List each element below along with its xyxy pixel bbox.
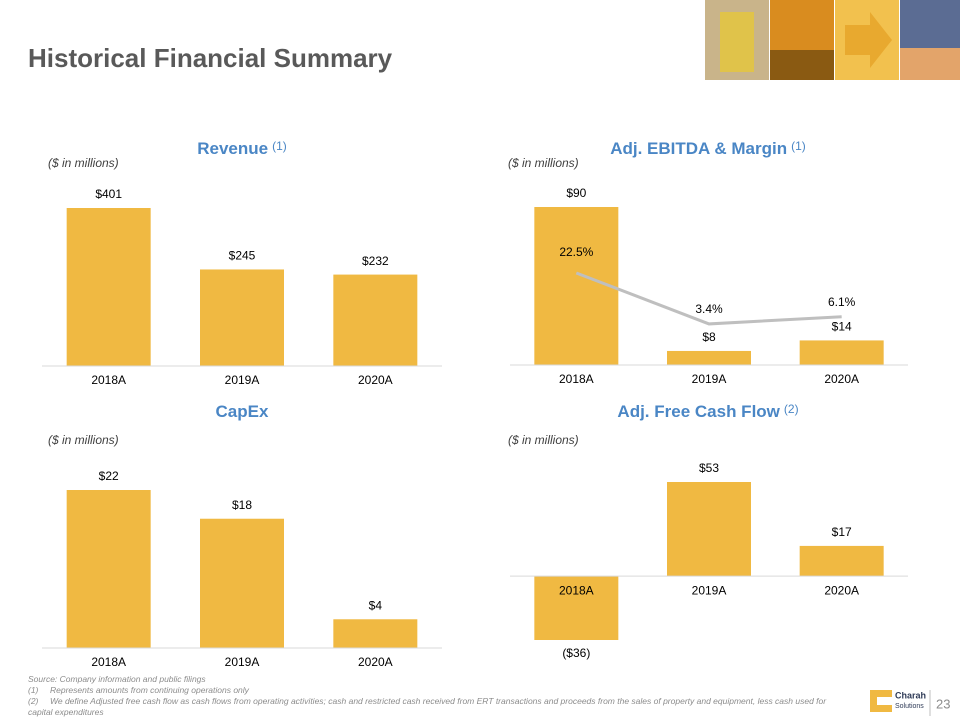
- data-label: $8: [702, 330, 716, 344]
- x-tick-label: 2020A: [824, 583, 859, 597]
- data-label: $232: [362, 254, 389, 268]
- chart-subtitle: ($ in millions): [508, 156, 579, 170]
- bar: [667, 482, 751, 577]
- chart-title-text: Adj. Free Cash Flow: [617, 402, 780, 421]
- x-tick-label: 2018A: [559, 372, 594, 386]
- chart-title-text: Revenue: [197, 139, 268, 158]
- bar: [66, 490, 151, 648]
- bar: [667, 350, 751, 365]
- x-tick-label: 2018A: [91, 373, 126, 387]
- footnote-source: Source: Company information and public f…: [28, 674, 206, 684]
- chart-title: CapEx: [216, 402, 269, 421]
- line: [575, 271, 842, 326]
- data-label: 6.1%: [828, 295, 856, 309]
- data-label: $245: [229, 249, 256, 263]
- x-tick-label: 2018A: [559, 583, 594, 597]
- bar: [333, 274, 418, 366]
- header-photo-detail: [770, 50, 834, 80]
- header-photo-detail: [720, 12, 754, 72]
- x-tick-label: 2019A: [225, 373, 260, 387]
- data-label: $17: [832, 525, 852, 539]
- logo-tagline: Solutions: [895, 703, 924, 710]
- chart-title-text: CapEx: [216, 402, 269, 421]
- logo-name: Charah: [895, 690, 926, 700]
- data-label: $18: [232, 498, 252, 512]
- chart-title: Adj. Free Cash Flow (2): [617, 402, 798, 421]
- chart-title-note: (1): [272, 139, 287, 153]
- chart-subtitle: ($ in millions): [508, 433, 579, 447]
- data-label: $401: [95, 187, 122, 201]
- footnote: (1) Represents amounts from continuing op…: [28, 685, 838, 696]
- x-tick-label: 2020A: [824, 372, 859, 386]
- x-tick-label: 2019A: [225, 655, 260, 669]
- x-tick-label: 2018A: [91, 655, 126, 669]
- bar: [200, 518, 284, 648]
- x-tick-label: 2019A: [692, 372, 727, 386]
- bar: [534, 576, 619, 640]
- data-label: $14: [832, 320, 852, 334]
- footnote-marker: (1): [28, 685, 39, 695]
- header-photo-detail: [900, 48, 960, 80]
- bar: [534, 207, 619, 365]
- footnote-text: We define Adjusted free cash flow as cas…: [28, 696, 827, 717]
- data-label: $22: [99, 469, 119, 483]
- data-label: $90: [566, 186, 586, 200]
- chart-subtitle: ($ in millions): [48, 156, 119, 170]
- chart-subtitle: ($ in millions): [48, 433, 119, 447]
- bar: [200, 269, 284, 366]
- footnote-marker: (2): [28, 696, 39, 706]
- chart-title: Revenue (1): [197, 139, 287, 158]
- data-label: 3.4%: [695, 302, 723, 316]
- chart-title-note: (1): [791, 139, 806, 153]
- data-label: $53: [699, 461, 719, 475]
- slide-title: Historical Financial Summary: [28, 43, 393, 73]
- bar: [799, 545, 884, 577]
- footnote: (2) We define Adjusted free cash flow as …: [28, 696, 838, 718]
- x-tick-label: 2020A: [358, 373, 393, 387]
- bar: [66, 208, 151, 366]
- chart-title: Adj. EBITDA & Margin (1): [610, 139, 806, 158]
- bar: [333, 619, 418, 648]
- x-tick-label: 2020A: [358, 655, 393, 669]
- data-label: ($36): [562, 646, 590, 660]
- page-number: 23: [936, 696, 950, 711]
- bar: [799, 340, 884, 365]
- header-arrow: [845, 12, 892, 68]
- chart-title-note: (2): [784, 402, 799, 416]
- footnote-text: Represents amounts from continuing opera…: [50, 685, 249, 695]
- logo-mark-cut: [877, 697, 892, 705]
- x-tick-label: 2019A: [692, 583, 727, 597]
- data-label: 22.5%: [559, 245, 593, 259]
- chart-title-text: Adj. EBITDA & Margin: [610, 139, 787, 158]
- data-label: $4: [369, 598, 383, 612]
